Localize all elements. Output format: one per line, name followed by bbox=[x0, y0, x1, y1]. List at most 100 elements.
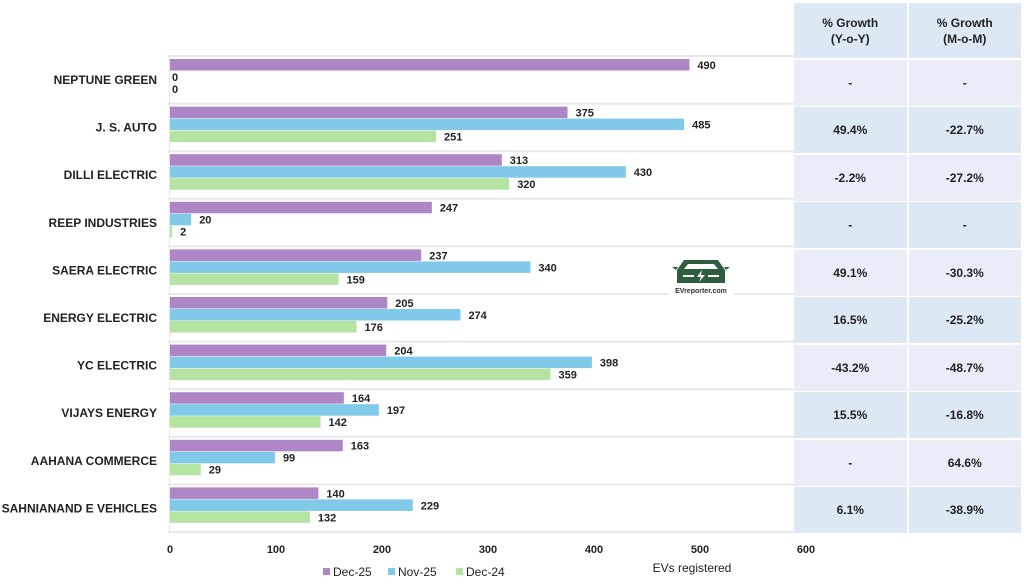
bar-nov-25 bbox=[170, 118, 685, 131]
growth-table-row: 15.5% -16.8% bbox=[794, 392, 1021, 438]
category-label: REEP INDUSTRIES bbox=[49, 216, 157, 230]
data-label: 313 bbox=[510, 155, 528, 167]
data-label: 237 bbox=[429, 250, 447, 262]
mom-growth-cell: -48.7% bbox=[908, 344, 1021, 391]
mom-growth-cell: -30.3% bbox=[908, 249, 1021, 296]
growth-table-row: -- bbox=[794, 59, 1021, 106]
mom-growth-cell: -27.2% bbox=[908, 154, 1021, 201]
data-label: 320 bbox=[517, 179, 535, 191]
growth-table-row: -2.2% -27.2% bbox=[794, 154, 1021, 201]
yoy-growth-cell: - bbox=[794, 439, 907, 486]
data-label: 197 bbox=[387, 405, 405, 417]
data-label: 247 bbox=[440, 203, 458, 215]
data-label: 20 bbox=[199, 215, 211, 227]
header-mom: % Growth (M-o-M) bbox=[908, 3, 1021, 58]
legend-label: Dec-24 bbox=[466, 565, 505, 579]
category-label: DILLI ELECTRIC bbox=[64, 168, 158, 182]
x-axis-title: EVs registered bbox=[653, 561, 732, 575]
watermark-text: EVreporter.com bbox=[675, 288, 727, 295]
data-label: 359 bbox=[559, 370, 577, 382]
legend-swatch-dec-25 bbox=[323, 568, 330, 575]
data-label: 140 bbox=[326, 488, 344, 500]
bar-dec-24 bbox=[170, 130, 437, 143]
bar-dec-25 bbox=[170, 201, 432, 214]
data-label: 375 bbox=[576, 108, 594, 120]
bar-nov-25 bbox=[170, 309, 461, 321]
mom-growth-cell: -16.8% bbox=[908, 392, 1021, 438]
bar-dec-24 bbox=[170, 416, 321, 428]
bar-dec-25 bbox=[170, 439, 343, 452]
bar-dec-25 bbox=[170, 344, 387, 357]
yoy-growth-cell: -2.2% bbox=[794, 154, 907, 201]
yoy-growth-cell: 6.1% bbox=[794, 487, 907, 533]
yoy-growth-cell: 16.5% bbox=[794, 297, 907, 343]
category-label: SAHNIANAND E VEHICLES bbox=[2, 501, 157, 515]
ev-car-icon bbox=[672, 260, 730, 283]
growth-table-row: 16.5% -25.2% bbox=[794, 297, 1021, 343]
data-label: 340 bbox=[538, 262, 556, 274]
category-label: SAERA ELECTRIC bbox=[52, 263, 157, 277]
data-label: 490 bbox=[697, 60, 715, 72]
mom-growth-cell: -38.9% bbox=[908, 487, 1021, 533]
bar-dec-25 bbox=[170, 249, 422, 261]
x-tick-label: 300 bbox=[479, 544, 497, 556]
bar-dec-24 bbox=[170, 273, 339, 285]
data-label: 164 bbox=[352, 393, 371, 405]
legend-label: Nov-25 bbox=[398, 565, 437, 579]
x-tick-label: 400 bbox=[585, 544, 603, 556]
data-label: 176 bbox=[365, 322, 383, 334]
category-label: NEPTUNE GREEN bbox=[54, 73, 157, 87]
growth-table-row: -64.6% bbox=[794, 439, 1021, 486]
bar-dec-24 bbox=[170, 178, 510, 190]
data-label: 0 bbox=[172, 72, 178, 84]
data-label: 29 bbox=[209, 465, 221, 477]
growth-table-row: -- bbox=[794, 202, 1021, 248]
category-label: YC ELECTRIC bbox=[77, 359, 157, 373]
bar-dec-25 bbox=[170, 106, 568, 119]
bar-dec-24 bbox=[170, 463, 201, 476]
yoy-growth-cell: - bbox=[794, 59, 907, 106]
category-label: AAHANA COMMERCE bbox=[31, 454, 157, 468]
x-tick-label: 0 bbox=[167, 544, 173, 556]
bar-nov-25 bbox=[170, 356, 592, 369]
bar-nov-25 bbox=[170, 451, 275, 464]
bar-dec-24 bbox=[170, 368, 551, 381]
yoy-growth-cell: 15.5% bbox=[794, 392, 907, 438]
data-label: 398 bbox=[600, 358, 618, 370]
mom-growth-cell: 64.6% bbox=[908, 439, 1021, 486]
category-label: J. S. AUTO bbox=[96, 121, 157, 135]
data-label: 205 bbox=[395, 298, 413, 310]
bar-dec-24 bbox=[170, 321, 357, 333]
bar-dec-25 bbox=[170, 487, 319, 499]
data-label: 2 bbox=[180, 227, 186, 239]
mom-growth-cell: -25.2% bbox=[908, 297, 1021, 343]
x-tick-label: 500 bbox=[691, 544, 709, 556]
bar-dec-25 bbox=[170, 154, 502, 166]
data-label: 163 bbox=[351, 441, 369, 453]
data-label: 204 bbox=[394, 346, 413, 358]
bar-dec-24 bbox=[170, 511, 310, 523]
header-yoy: % Growth (Y-o-Y) bbox=[794, 3, 907, 58]
bar-dec-25 bbox=[170, 297, 388, 309]
growth-table-row: 49.4% -22.7% bbox=[794, 107, 1021, 153]
bar-nov-25 bbox=[170, 404, 379, 416]
yoy-growth-cell: -43.2% bbox=[794, 344, 907, 391]
growth-table-header: % Growth (Y-o-Y) % Growth (M-o-M) bbox=[794, 3, 1021, 58]
data-label: 132 bbox=[318, 512, 336, 524]
category-label: ENERGY ELECTRIC bbox=[43, 311, 157, 325]
bar-nov-25 bbox=[170, 261, 531, 273]
mom-growth-cell: -22.7% bbox=[908, 107, 1021, 153]
growth-table-row: 49.1% -30.3% bbox=[794, 249, 1021, 296]
data-label: 142 bbox=[329, 417, 347, 429]
growth-table-row: 6.1% -38.9% bbox=[794, 487, 1021, 533]
data-label: 229 bbox=[421, 500, 439, 512]
bar-dec-24 bbox=[170, 225, 173, 238]
yoy-growth-cell: - bbox=[794, 202, 907, 248]
bar-dec-25 bbox=[170, 59, 690, 71]
legend-swatch-nov-25 bbox=[388, 568, 395, 575]
growth-table: % Growth (Y-o-Y) % Growth (M-o-M) - -49.4… bbox=[794, 3, 1021, 533]
x-tick-label: 600 bbox=[797, 544, 815, 556]
legend-label: Dec-25 bbox=[333, 565, 372, 579]
bar-nov-25 bbox=[170, 166, 626, 178]
